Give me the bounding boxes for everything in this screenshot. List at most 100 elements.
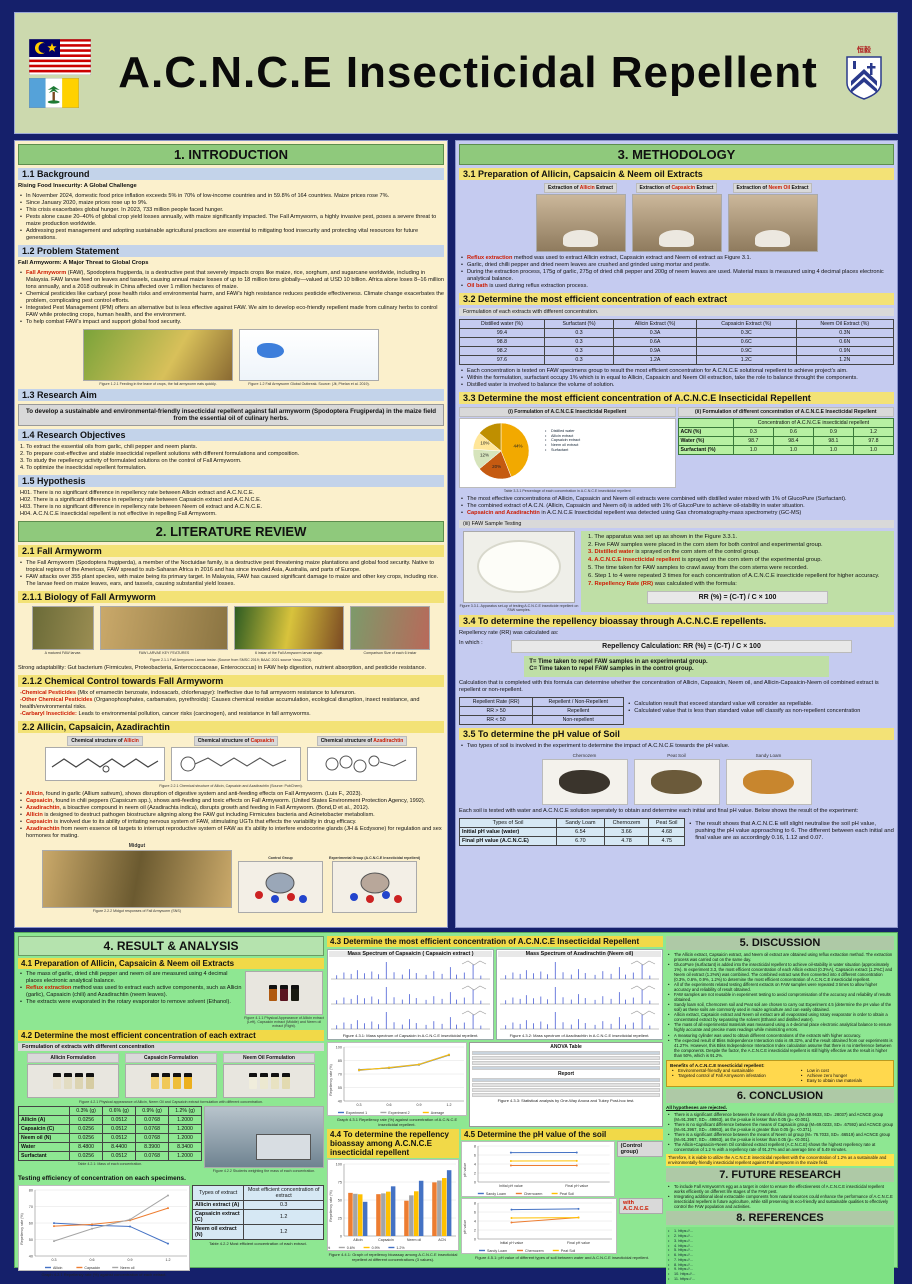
formulation-pie-chart: 44% 20% 12% 10% <box>462 420 540 485</box>
faw-larva-photo-1: A matured FAW larvae. <box>32 606 94 655</box>
svg-text:4: 4 <box>474 1220 476 1224</box>
svg-text:70: 70 <box>338 1073 342 1077</box>
capsaicin-spectrum-2 <box>329 983 492 1007</box>
result-42-intro: Formulation of extracts with different c… <box>18 1043 324 1051</box>
svg-text:0.3%: 0.3% <box>328 1246 331 1250</box>
svg-text:pH value: pH value <box>463 1163 467 1177</box>
svg-text:Experiment 2: Experiment 2 <box>388 1111 409 1115</box>
capsaicin-structure-icon <box>180 756 287 772</box>
structure-figure-caption: Figure 2.2.1 Chemical structure of Allic… <box>159 783 303 788</box>
penang-flag <box>29 77 79 108</box>
heading-1-2: 1.2 Problem Statement <box>18 245 444 258</box>
sandy-loam-figure: Sandy Loam <box>725 753 812 805</box>
heading-3-2: 3.2 Determine the most efficient concent… <box>459 292 894 305</box>
azadirachtin-structure-figure: Chemical structure of Azadirachtin <box>307 735 417 781</box>
control-group-icon <box>255 872 308 903</box>
biology-note: Strong adaptability: Gut bacterium (Firm… <box>18 665 427 672</box>
section-3-header: 3. METHODOLOGY <box>459 144 894 165</box>
neem-extraction-figure: Extraction of Neem Oil Extract <box>727 183 818 252</box>
conclusion-lead: All hypotheses are rejected. <box>666 1104 728 1110</box>
neem-formulation-photo: Neem Oil Formulation <box>223 1053 315 1098</box>
svg-text:8: 8 <box>474 1145 476 1149</box>
svg-text:0: 0 <box>340 1235 342 1239</box>
azadirachtin-spectrum-3 <box>498 1008 661 1032</box>
svg-text:8: 8 <box>474 1202 476 1206</box>
heading-3-4: 3.4 To determine the repellency bioassay… <box>459 614 894 627</box>
svg-text:1.2: 1.2 <box>166 1258 171 1262</box>
section-6-header: 6. CONCLUSION <box>666 1088 894 1103</box>
svg-text:25: 25 <box>338 1217 342 1221</box>
svg-text:Peat Soil: Peat Soil <box>561 1249 576 1253</box>
rr-formula: RR (%) = (C-T) / C × 100 <box>646 590 829 604</box>
faw-larva-photo-3: 6 instar of the Fall Armyworm larvae sta… <box>234 606 344 655</box>
faw-outbreak-map-figure: Figure 1.2 Fall Armyworm Global Outbreak… <box>239 329 379 386</box>
svg-text:0.6: 0.6 <box>90 1258 95 1262</box>
section-5-header: 5. DISCUSSION <box>666 936 894 950</box>
repellent-threshold-table: Repellent Rate (RR) Repellent / Non-Repel… <box>458 696 625 725</box>
references-list: 1. https://…2. https://…3. https://…4. h… <box>666 1227 894 1284</box>
chernozem-figure: Chernozem <box>541 753 628 805</box>
section-7-header: 7. FUTURE RESEARCH <box>666 1168 894 1183</box>
svg-text:Repellency rate (%): Repellency rate (%) <box>20 1213 24 1245</box>
section-4-header: 4. RESULT & ANALYSIS <box>18 936 324 956</box>
def-t: T= Time taken to repel FAW samples in an… <box>529 658 708 665</box>
azadirachtin-spectrum-2 <box>498 983 661 1007</box>
fig-441-caption: Figure 4.4.1: Graph of repellency bioass… <box>328 1252 458 1262</box>
control-group-tag: (Control group) <box>616 1141 663 1157</box>
svg-text:Sandy Loam: Sandy Loam <box>487 1249 507 1253</box>
experimental-group-figure: Experimental Group (A.C.N.C.E Insecticid… <box>329 856 420 913</box>
svg-text:0.9: 0.9 <box>128 1258 133 1262</box>
heading-4-5: 4.5 Determine the pH value of the soil <box>461 1129 663 1140</box>
conclusion-final: Therefore, it is viable to utilize the A… <box>666 1154 894 1167</box>
objectives-list: 1. To extract the essential oils from ga… <box>20 444 300 472</box>
experimental-group-icon <box>349 872 402 903</box>
svg-text:ACN: ACN <box>438 1238 446 1242</box>
soil-intro: Two types of soil is involved in the exp… <box>461 743 894 750</box>
azadirachtin-spectrum-panel: Mass Spectrum of Azadirachtin (Neem oil)… <box>496 949 663 1040</box>
acnce-bullets: The most effective concentrations of All… <box>459 496 894 517</box>
crest-text: 恒毅 <box>857 47 871 54</box>
background-lead: Rising Food Insecurity: A Global Challen… <box>18 183 137 189</box>
rr-intro-b: In which : <box>459 639 483 646</box>
capsaicin-structure-figure: Chemical structure of Capsaicin <box>171 735 301 781</box>
table-422-caption: Table 4.2.2 Most efficient concentration… <box>209 1241 307 1246</box>
azadirachtin-structure-icon <box>325 755 407 773</box>
svg-text:2: 2 <box>474 1229 476 1233</box>
acnce-concentration-table: Concentration of A.C.N.C.E insecticidal … <box>677 417 895 455</box>
discussion-column: 5. DISCUSSION The Allicin extract, Capsa… <box>666 936 894 1284</box>
svg-text:55: 55 <box>338 1086 342 1090</box>
svg-text:0.3: 0.3 <box>357 1103 362 1107</box>
apparatus-figure: Figure 3.3.1. Apparatus set-up of testin… <box>459 530 579 612</box>
formulation-intro: Formulation of each extracts with differ… <box>459 307 894 316</box>
azadirachtin-spectrum-1 <box>498 958 661 982</box>
pie-caption: Table 3.3.1 Percentage of each concentra… <box>503 488 631 493</box>
faw-larva-photo-4: Comparison Size of each 6 instar <box>350 606 430 655</box>
svg-text:0.6%: 0.6% <box>347 1246 356 1250</box>
graph-421-caption: Graph 4.2.1 Repellency rate (%) against … <box>41 1272 167 1277</box>
poster-title: A.C.N.C.E Insecticidal Repellent <box>118 48 818 97</box>
svg-text:20%: 20% <box>492 464 501 469</box>
concentration-bullets: Each concentration is tested on FAW spec… <box>459 368 894 389</box>
testing-efficiency-lead: Testing efficiency of concentration on e… <box>18 1175 186 1182</box>
svg-text:Capsaicin: Capsaicin <box>84 1266 100 1270</box>
control-group-figure: Control Group <box>237 856 323 913</box>
capsaicin-formulation-photo: Capsaicin Formulation <box>125 1053 217 1098</box>
svg-text:6: 6 <box>474 1211 476 1215</box>
background-bullets: In November 2024, domestic food price in… <box>18 193 444 242</box>
svg-text:Sandy Loam: Sandy Loam <box>486 1192 506 1196</box>
svg-text:Repellency rate (%): Repellency rate (%) <box>329 1064 333 1096</box>
faw-bullets: The Fall Armyworm (Spodoptera frugiperda… <box>18 560 444 588</box>
svg-text:Allicin: Allicin <box>53 1266 62 1270</box>
future-bullets: To include Fall Armyworm's egg as a targ… <box>666 1184 894 1209</box>
allicin-structure-figure: Chemical structure of Allicin <box>45 735 165 781</box>
peat-soil-figure: Peat Soil <box>633 753 720 805</box>
heading-1-5: 1.5 Hypothesis <box>18 475 444 488</box>
graph-431-caption: Graph 4.3.1 Repellency rate (%) against … <box>336 1117 458 1127</box>
soil-result-note: The result shows that A.C.N.C.E will sli… <box>689 821 894 843</box>
malaysia-flag <box>29 38 91 75</box>
pie-label: (i) Formulation of A.C.N.C.E Insecticida… <box>459 406 676 417</box>
heading-4-1: 4.1 Preparation of Allicin, Capsaicin & … <box>18 958 324 969</box>
svg-text:70: 70 <box>29 1205 33 1209</box>
extraction-bullets: Reflux extraction method was used to ext… <box>459 255 894 290</box>
svg-text:0.9: 0.9 <box>417 1103 422 1107</box>
